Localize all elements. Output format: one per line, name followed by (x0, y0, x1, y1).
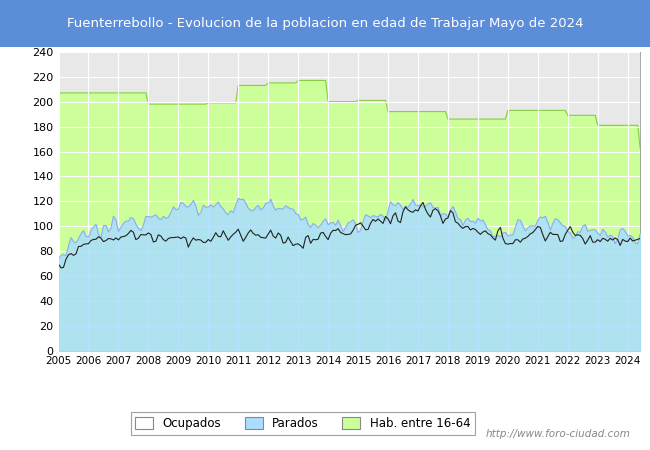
Legend: Ocupados, Parados, Hab. entre 16-64: Ocupados, Parados, Hab. entre 16-64 (131, 412, 475, 435)
Text: Fuenterrebollo - Evolucion de la poblacion en edad de Trabajar Mayo de 2024: Fuenterrebollo - Evolucion de la poblaci… (67, 17, 583, 30)
Text: http://www.foro-ciudad.com: http://www.foro-ciudad.com (486, 429, 630, 439)
